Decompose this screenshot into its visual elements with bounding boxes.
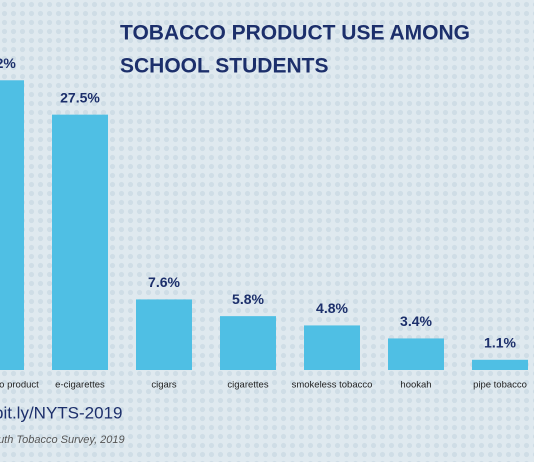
chart-title: TOBACCO PRODUCT USE AMONG xyxy=(120,22,470,45)
value-label: 7.6% xyxy=(148,274,180,290)
x-tick-label: hookah xyxy=(400,380,431,391)
value-label: 3.4% xyxy=(400,313,432,329)
bar xyxy=(388,338,444,370)
chart-title: SCHOOL STUDENTS xyxy=(120,55,328,78)
x-tick-label: pipe tobacco xyxy=(473,380,527,391)
x-tick-label: cigarettes xyxy=(227,380,268,391)
x-tick-label: e-cigarettes xyxy=(55,380,105,391)
bar xyxy=(220,316,276,370)
bar xyxy=(52,114,108,371)
x-tick-label: smokeless tobacco xyxy=(292,380,373,391)
bar xyxy=(472,359,528,370)
bar xyxy=(0,80,24,371)
source-note: National Youth Tobacco Survey, 2019 xyxy=(0,434,125,446)
source-link: bit.ly/NYTS-2019 xyxy=(0,403,123,422)
value-label: 4.8% xyxy=(316,300,348,316)
value-label: 5.8% xyxy=(232,291,264,307)
value-label: 1.1% xyxy=(484,334,516,350)
bar xyxy=(136,299,192,370)
x-tick-label: cigars xyxy=(151,380,177,391)
value-label: 27.5% xyxy=(60,89,100,105)
x-tick-label: any tobacco product xyxy=(0,380,39,391)
value-label: 31.2% xyxy=(0,55,16,71)
bar xyxy=(304,325,360,370)
